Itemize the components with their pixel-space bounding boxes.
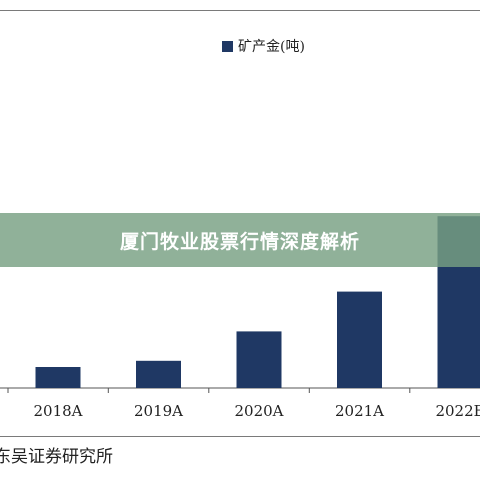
x-tick-label: 2022E	[435, 402, 480, 420]
banner-title: 厦门牧业股票行情深度解析	[119, 230, 360, 253]
chart-frame-bottom-border	[0, 436, 480, 437]
bar-2019A	[136, 360, 181, 388]
bar-2018A	[35, 367, 81, 388]
x-tick-label: 2019A	[134, 402, 183, 420]
x-tick-label: 2020A	[234, 402, 283, 420]
chart-legend: 矿产金(吨)	[222, 36, 305, 56]
x-tick-label: 2021A	[335, 402, 384, 420]
bar-2020A	[236, 331, 282, 388]
title-banner: 厦门牧业股票行情深度解析	[0, 213, 480, 267]
legend-swatch	[222, 40, 233, 52]
x-tick-label: 2018A	[33, 402, 82, 420]
chart-frame-top-border	[0, 10, 480, 11]
source-caption: 东吴证券研究所	[0, 442, 113, 467]
legend-label: 矿产金(吨)	[238, 39, 305, 55]
source-text-clipped: 东吴证券研究所	[0, 447, 113, 467]
bar-2021A	[337, 291, 382, 388]
